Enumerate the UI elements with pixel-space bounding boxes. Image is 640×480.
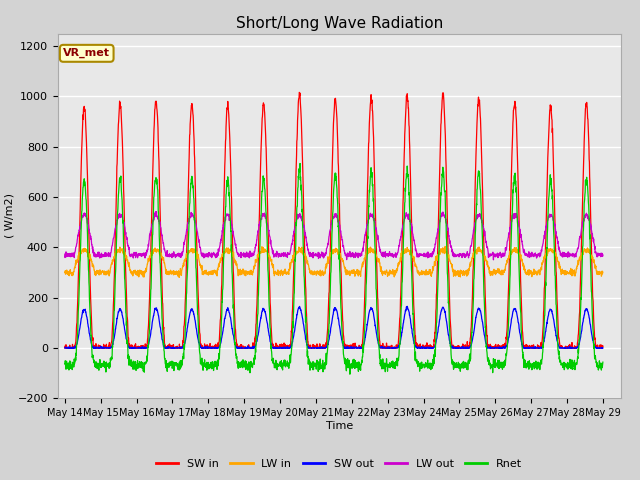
Title: Short/Long Wave Radiation: Short/Long Wave Radiation xyxy=(236,16,443,31)
Legend: SW in, LW in, SW out, LW out, Rnet: SW in, LW in, SW out, LW out, Rnet xyxy=(152,454,527,473)
X-axis label: Time: Time xyxy=(326,421,353,431)
Y-axis label: ( W/m2): ( W/m2) xyxy=(4,193,15,239)
Text: VR_met: VR_met xyxy=(63,48,110,59)
